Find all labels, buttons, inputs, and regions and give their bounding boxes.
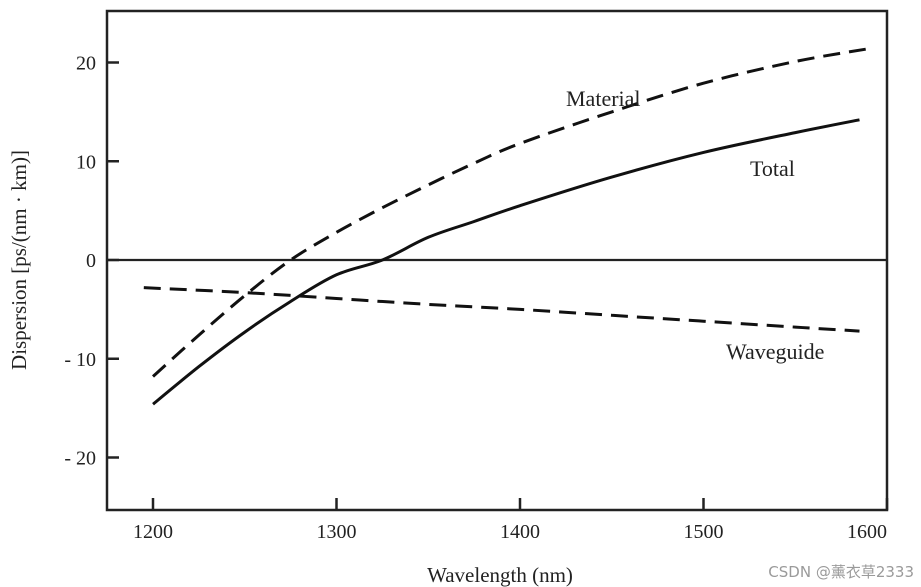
- series-labels: Material Total Waveguide: [566, 86, 824, 364]
- watermark-text: CSDN @薰衣草2333: [768, 563, 914, 581]
- series-label-material: Material: [566, 86, 641, 111]
- x-tick-label: 1500: [684, 521, 724, 543]
- y-tick-label: 10: [76, 151, 96, 173]
- y-tick-label: 0: [86, 250, 96, 272]
- x-tick-label: 1200: [133, 521, 173, 543]
- series-group: [143, 47, 869, 406]
- series-label-total: Total: [750, 156, 795, 181]
- series-line-material: [151, 47, 869, 378]
- y-tick-label: - 10: [64, 349, 96, 371]
- x-tick-label: 1600: [847, 521, 887, 543]
- x-axis-title: Wavelength (nm): [427, 563, 573, 587]
- series-line-waveguide: [143, 286, 860, 333]
- x-tick-label: 1400: [500, 521, 540, 543]
- y-tick-label: 20: [76, 53, 96, 75]
- series-line-total: [152, 118, 860, 406]
- y-tick-label: - 20: [64, 448, 96, 470]
- y-axis-title: Dispersion [ps/(nm · km)]: [7, 150, 31, 370]
- x-tick-label: 1300: [317, 521, 357, 543]
- axis-ticks: 20 10 0 - 10 - 20 1200 1300 1400 1500 1600: [64, 53, 889, 543]
- series-label-waveguide: Waveguide: [726, 339, 824, 364]
